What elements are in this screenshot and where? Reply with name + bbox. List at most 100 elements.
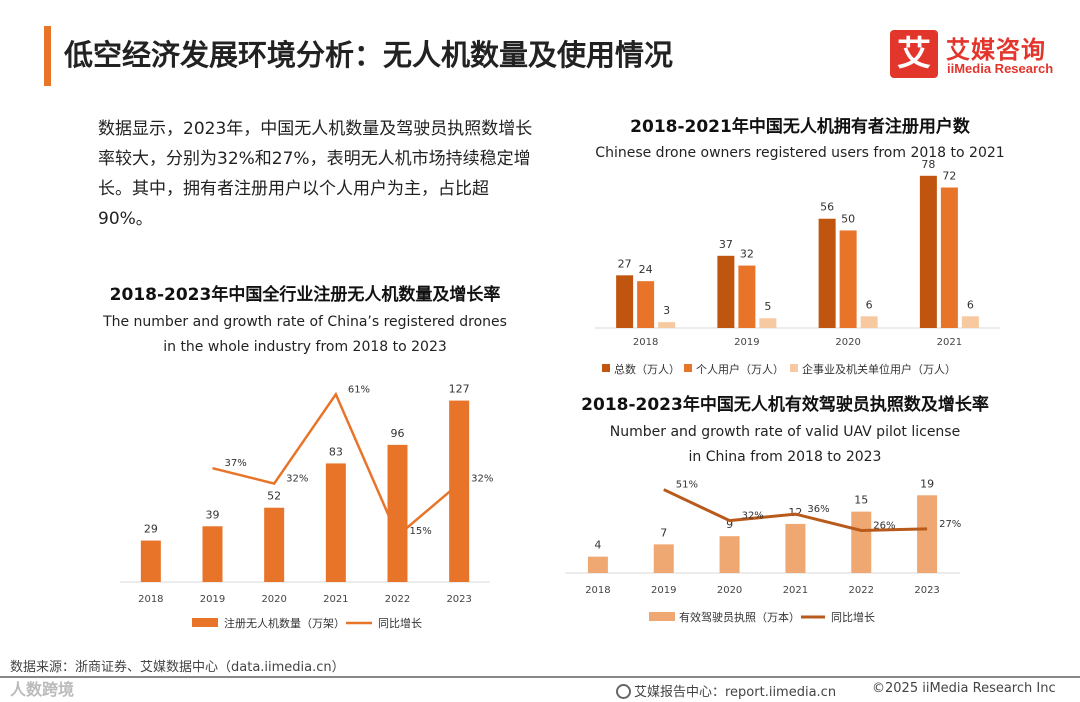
chart2-title: 2018-2021年中国无人机拥有者注册用户数 xyxy=(630,117,970,137)
chart1-legend-bar-label: 注册无人机数量（万架） xyxy=(224,616,345,630)
globe-icon xyxy=(616,684,631,699)
chart3-pilot-licenses: 4 2018 7 2019 9 2020 12 2021 15 2022 19 2023 51% 32% 3… xyxy=(565,477,961,624)
chart2-bar-label: 72 xyxy=(942,170,956,183)
chart1-legend-line-label: 同比增长 xyxy=(378,616,422,630)
chart1-growth-line xyxy=(212,391,460,538)
chart3-tick-label: 2022 xyxy=(849,585,874,596)
chart3-bar-label: 19 xyxy=(920,477,934,490)
chart2-bar xyxy=(658,322,676,328)
chart1-tick-label: 2023 xyxy=(446,594,471,605)
chart2-bar-label: 24 xyxy=(639,263,653,276)
chart3-line-label: 51% xyxy=(676,480,698,491)
chart2-tick-label: 2020 xyxy=(835,337,860,348)
chart3-tick-label: 2021 xyxy=(783,585,808,596)
chart2-legend-swatch xyxy=(790,364,798,372)
chart2-bar xyxy=(738,265,756,328)
chart3-bar-label: 7 xyxy=(660,526,667,539)
chart3-line-label: 27% xyxy=(939,519,961,530)
chart1-bar-label: 96 xyxy=(391,427,405,440)
chart3-subtitle-line2: in China from 2018 to 2023 xyxy=(688,449,882,465)
chart3-bar xyxy=(653,544,674,573)
chart2-bar-label: 6 xyxy=(866,298,873,311)
chart3-tick-label: 2018 xyxy=(585,585,610,596)
chart2-bar-label: 32 xyxy=(740,248,754,261)
chart3-bar xyxy=(917,495,938,573)
chart3-line-label: 32% xyxy=(742,511,764,522)
chart2-bar-label: 37 xyxy=(719,238,733,251)
chart2-bar xyxy=(818,218,836,328)
chart3-legend-bar-label: 有效驾驶员执照（万本） xyxy=(679,610,800,624)
chart3-bar xyxy=(719,536,740,573)
chart1-bar xyxy=(264,507,285,582)
chart3-bar-label: 9 xyxy=(726,518,733,531)
data-source-note: 数据来源：浙商证券、艾媒数据中心（data.iimedia.cn） xyxy=(10,660,345,675)
chart3-bar-label: 4 xyxy=(594,539,601,552)
chart3-tick-label: 2019 xyxy=(651,585,676,596)
chart2-legend-label: 个人用户（万人） xyxy=(696,362,784,376)
report-center-text: 艾媒报告中心：report.iimedia.cn xyxy=(634,685,837,700)
chart1-bar-label: 52 xyxy=(267,490,281,503)
chart2-tick-label: 2018 xyxy=(633,337,658,348)
chart1-bar-label: 39 xyxy=(206,508,220,521)
chart2-bar-label: 3 xyxy=(663,304,670,317)
chart1-bar-label: 83 xyxy=(329,445,343,458)
report-center-link[interactable]: 艾媒报告中心：report.iimedia.cn xyxy=(616,681,836,700)
chart2-legend-label: 企事业及机关单位用户（万人） xyxy=(802,362,956,376)
chart3-line-label: 26% xyxy=(873,520,895,531)
intro-paragraph: 数据显示，2023年，中国无人机数量及驾驶员执照数增长率较大，分别为32%和27… xyxy=(98,119,533,229)
footer-divider xyxy=(0,676,1080,678)
chart2-tick-label: 2021 xyxy=(937,337,962,348)
chart2-bar-label: 78 xyxy=(921,160,935,171)
logo-text-en: iiMedia Research xyxy=(947,61,1054,76)
chart1-bar xyxy=(325,463,346,582)
chart2-bar-label: 6 xyxy=(967,298,974,311)
chart3-subtitle: Number and growth rate of valid UAV pilo… xyxy=(540,420,1030,470)
chart3-bar-label: 15 xyxy=(854,494,868,507)
chart2-tick-label: 2019 xyxy=(734,337,759,348)
chart1-line-label: 32% xyxy=(471,474,493,485)
chart1-line-label: 15% xyxy=(410,526,432,537)
watermark-text: 人数跨境 xyxy=(10,680,75,699)
chart1-subtitle: The number and growth rate of China’s re… xyxy=(40,310,570,360)
chart3-tick-label: 2023 xyxy=(914,585,939,596)
logo-text-cn: 艾媒咨询 xyxy=(946,36,1046,64)
chart2-subtitle: Chinese drone owners registered users fr… xyxy=(595,145,1005,161)
chart2-bar xyxy=(940,187,958,328)
page-title: 低空经济发展环境分析：无人机数量及使用情况 xyxy=(64,38,674,72)
chart3-bar xyxy=(851,511,872,573)
chart2-bar xyxy=(919,175,937,328)
chart2-bar xyxy=(616,275,634,328)
title-accent-bar xyxy=(44,26,51,86)
chart1-tick-label: 2021 xyxy=(323,594,348,605)
brand-logo[interactable]: 艾 艾媒咨询 iiMedia Research xyxy=(890,30,1058,80)
chart1-legend-bar-swatch xyxy=(192,618,218,627)
chart1-tick-label: 2018 xyxy=(138,594,163,605)
logo-mark-icon: 艾 xyxy=(890,30,938,78)
chart3-legend-bar-swatch xyxy=(649,612,675,621)
chart1-tick-label: 2020 xyxy=(261,594,286,605)
chart3-legend-line-label: 同比增长 xyxy=(831,610,875,624)
chart3-growth-line xyxy=(663,488,928,532)
chart1-bar xyxy=(140,540,161,582)
chart1-bar-label: 29 xyxy=(144,523,158,536)
chart2-bar-label: 56 xyxy=(820,201,834,214)
chart1-tick-label: 2019 xyxy=(200,594,225,605)
chart2-bar xyxy=(860,316,878,328)
chart1-bar xyxy=(202,526,223,582)
chart3-tick-label: 2020 xyxy=(717,585,742,596)
chart3-bar xyxy=(785,523,806,573)
chart2-owner-users: 27 24 3 2018 37 32 5 2019 56 50 6 2020 78 72 6 2021 总数（万… xyxy=(595,160,1000,376)
copyright-text: ©2025 iiMedia Research Inc xyxy=(872,681,1056,696)
chart2-bar xyxy=(637,281,655,328)
chart3-bar-label: 12 xyxy=(788,506,802,519)
chart2-bar xyxy=(759,318,777,328)
chart1-tick-label: 2022 xyxy=(385,594,410,605)
chart2-legend-swatch xyxy=(684,364,692,372)
chart3-bar xyxy=(587,556,608,573)
chart1-registered-drones: 29 2018 39 2019 52 2020 83 2021 96 2022 127 2023 37%… xyxy=(120,383,493,630)
chart1-title: 2018-2023年中国全行业注册无人机数量及增长率 xyxy=(109,285,501,305)
chart1-line-label: 32% xyxy=(286,474,308,485)
chart2-bar-label: 5 xyxy=(764,300,771,313)
chart2-bar xyxy=(717,255,735,328)
chart3-title: 2018-2023年中国无人机有效驾驶员执照数及增长率 xyxy=(581,395,989,415)
